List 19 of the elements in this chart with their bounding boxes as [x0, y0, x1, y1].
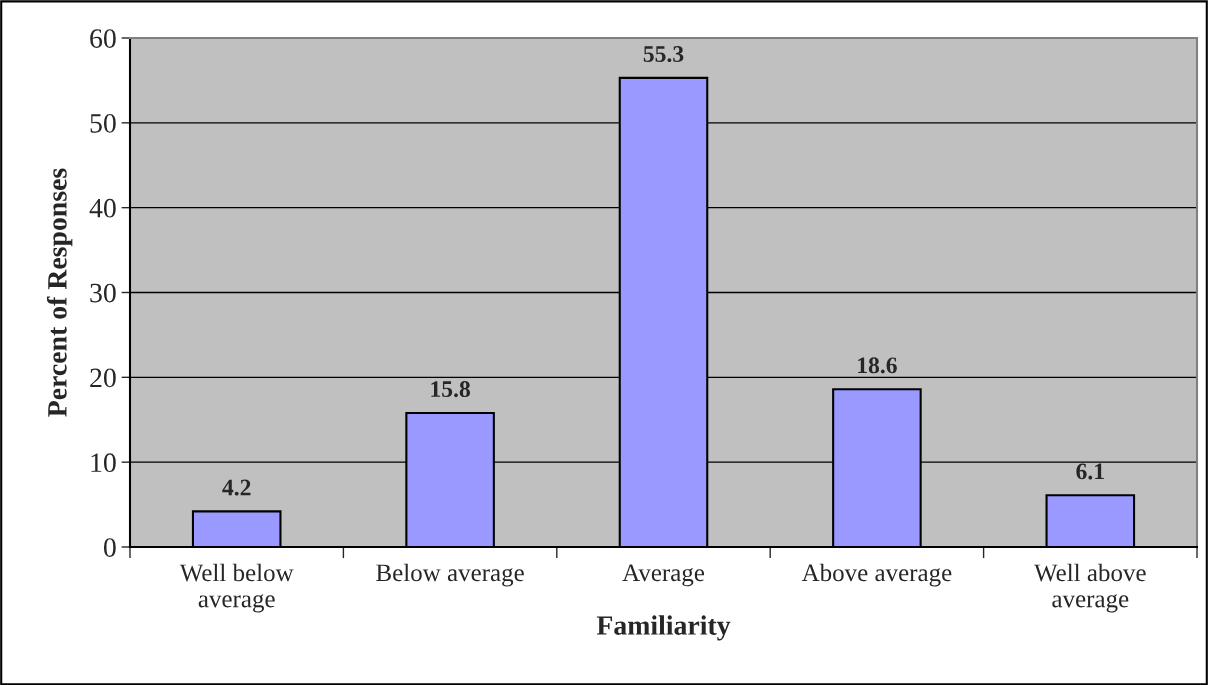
y-tick-label: 50 [90, 114, 116, 133]
x-tick-label: Well below average [179, 563, 294, 613]
y-tick-label: 20 [90, 368, 116, 388]
x-axis-title: Familiarity [596, 615, 731, 641]
x-tick-label: Above average [801, 563, 952, 587]
data-label: 4.2 [222, 479, 251, 496]
data-label: 15.8 [431, 381, 470, 398]
x-tick-label: Well above average [1034, 563, 1146, 613]
y-tick-label: 40 [89, 198, 116, 218]
y-tick-label: 0 [103, 538, 116, 557]
y-tick-label: 30 [90, 283, 116, 303]
x-tick-label: Average [622, 564, 705, 587]
data-label: 6.1 [1076, 463, 1104, 480]
data-label: 55.3 [643, 46, 684, 63]
y-tick-label: 10 [91, 453, 116, 473]
y-axis-title: Percent of Responses [46, 168, 73, 417]
data-label: 18.6 [858, 357, 897, 374]
y-tick-label: 60 [90, 29, 116, 48]
x-tick-label: Below average [376, 563, 524, 587]
